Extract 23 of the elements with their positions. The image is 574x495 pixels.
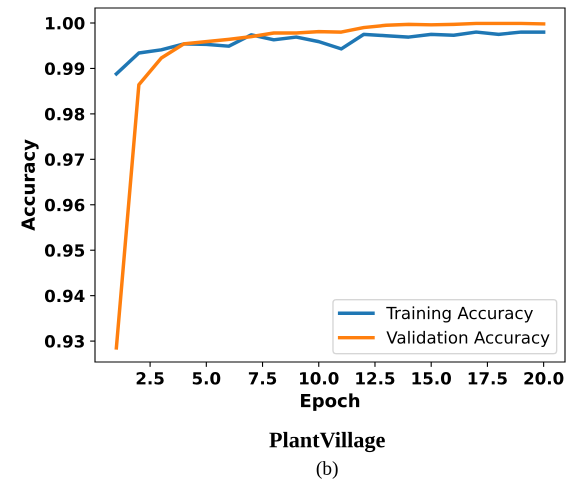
x-tick-label: 2.5 xyxy=(136,372,164,385)
x-tick-label: 5.0 xyxy=(192,372,220,385)
y-tick-label: 0.98 xyxy=(44,108,84,120)
x-axis-title: Epoch xyxy=(301,393,360,411)
y-tick-label: 0.93 xyxy=(44,335,84,348)
x-tick-label: 17.5 xyxy=(468,372,507,385)
line-series xyxy=(114,30,546,76)
x-tick-label: 7.5 xyxy=(248,372,276,385)
y-axis-title: Accuracy xyxy=(22,139,39,231)
text: (b) xyxy=(316,461,338,479)
text: PlantVillage xyxy=(269,432,385,452)
x-tick-label: 12.5 xyxy=(356,372,394,385)
y-tick-label: 0.99 xyxy=(44,62,84,76)
legend-label: Validation Accuracy xyxy=(386,330,550,347)
y-tick-label: 0.94 xyxy=(44,290,85,302)
x-tick-label: 10.0 xyxy=(300,372,339,385)
y-tick-label: 0.97 xyxy=(44,153,84,166)
x-tick-label: 20.0 xyxy=(524,372,564,385)
y-tick-label: 0.95 xyxy=(44,244,84,257)
x-tick-label: 15.0 xyxy=(412,372,451,385)
y-tick-label: 1.00 xyxy=(46,16,84,30)
y-tick-label: 0.96 xyxy=(44,198,84,212)
legend-label: Training Accuracy xyxy=(386,306,533,323)
